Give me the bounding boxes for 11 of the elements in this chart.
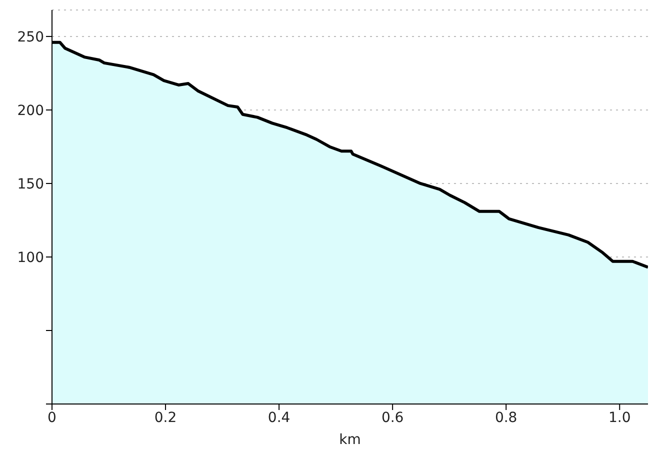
x-tick-label: 0.2 [154, 410, 177, 426]
x-tick-label: 1.0 [608, 410, 631, 426]
x-tick-label: 0.6 [381, 410, 404, 426]
x-axis-title: km [339, 432, 361, 448]
y-tick-label: 100 [17, 250, 44, 266]
y-tick-label: 150 [17, 176, 44, 192]
y-tick-label: 250 [17, 29, 44, 46]
x-tick-label: 0.4 [268, 410, 290, 426]
x-tick-label: 0.8 [494, 410, 518, 426]
x-tick-label: 0 [48, 410, 56, 426]
y-tick-label: 200 [17, 102, 44, 119]
